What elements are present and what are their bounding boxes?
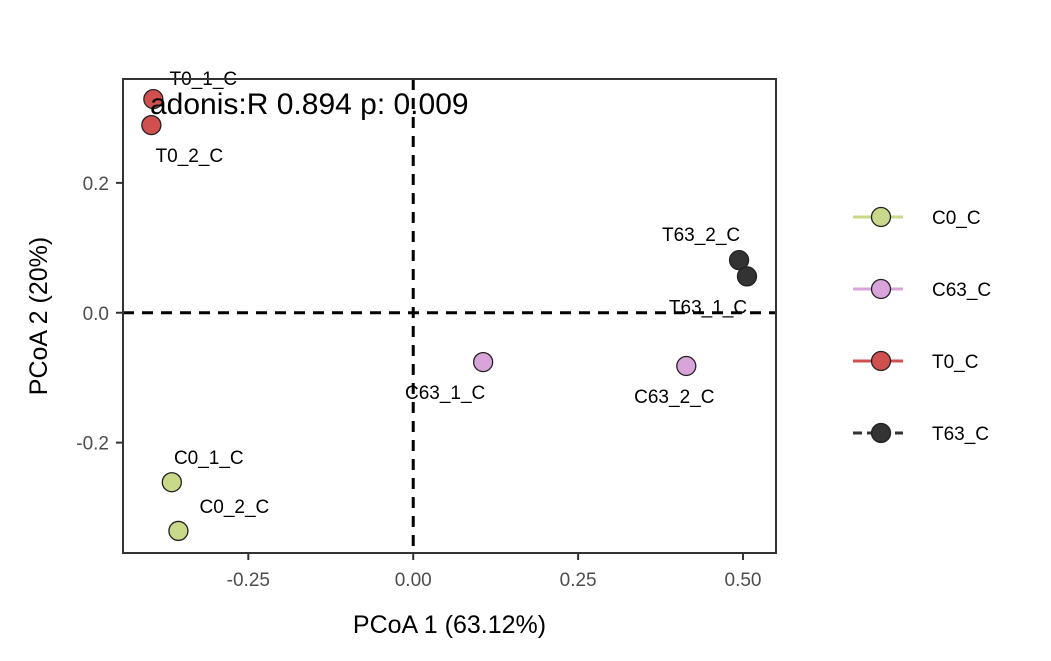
y-tick-label: -0.2: [76, 434, 109, 455]
y-axis-title: PCoA 2 (20%): [25, 237, 53, 395]
point-C0_1_C: [161, 472, 182, 493]
legend-item-C63_C: C63_C: [853, 278, 991, 301]
point-T0_2_C: [141, 114, 162, 136]
x-tick-label: 0.25: [560, 570, 597, 591]
legend-item-T0_C: T0_C: [853, 350, 978, 373]
point-label-C63_2_C: C63_2_C: [634, 387, 714, 408]
legend-label: T0_C: [932, 352, 978, 373]
legend-marker: [870, 278, 892, 300]
point-label-T63_1_C: T63_1_C: [669, 297, 747, 318]
point-label-T63_2_C: T63_2_C: [662, 225, 740, 246]
point-C63_1_C: [472, 351, 494, 373]
point-C0_2_C: [168, 520, 189, 542]
point-label-C63_1_C: C63_1_C: [405, 383, 485, 404]
adonis-annotation: adonis:R 0.894 p: 0.009: [150, 88, 469, 121]
x-axis: -0.25 0.00 0.25 0.50: [227, 553, 762, 591]
legend-item-T63_C: T63_C: [853, 422, 989, 445]
y-axis: -0.2 0.0 0.2: [76, 174, 123, 455]
x-tick-label: 0.50: [725, 570, 762, 591]
x-tick-label: -0.25: [227, 570, 270, 591]
legend-marker: [870, 422, 892, 444]
point-label-T0_2_C: T0_2_C: [156, 146, 224, 167]
legend: C0_C C63_C T0_C T63_C: [853, 206, 991, 445]
legend-marker: [870, 350, 892, 372]
legend-label: T63_C: [932, 424, 989, 445]
legend-marker: [870, 206, 892, 228]
point-C63_2_C: [676, 355, 697, 377]
point-T63_1_C: [736, 266, 758, 287]
data-points: [141, 88, 758, 542]
legend-label: C63_C: [932, 280, 991, 301]
legend-item-C0_C: C0_C: [853, 206, 981, 229]
point-T0_1_C: [143, 88, 164, 110]
plot-panel-border: [122, 78, 777, 554]
legend-label: C0_C: [932, 208, 981, 229]
y-tick-label: 0.0: [83, 304, 109, 325]
x-axis-title: PCoA 1 (63.12%): [353, 611, 546, 639]
point-label-C0_2_C: C0_2_C: [200, 497, 270, 518]
point-T63_2_C: [728, 250, 750, 271]
reference-lines: [123, 79, 776, 553]
x-tick-label: 0.00: [395, 570, 432, 591]
y-tick-label: 0.2: [83, 174, 109, 195]
point-label-C0_1_C: C0_1_C: [174, 448, 244, 469]
